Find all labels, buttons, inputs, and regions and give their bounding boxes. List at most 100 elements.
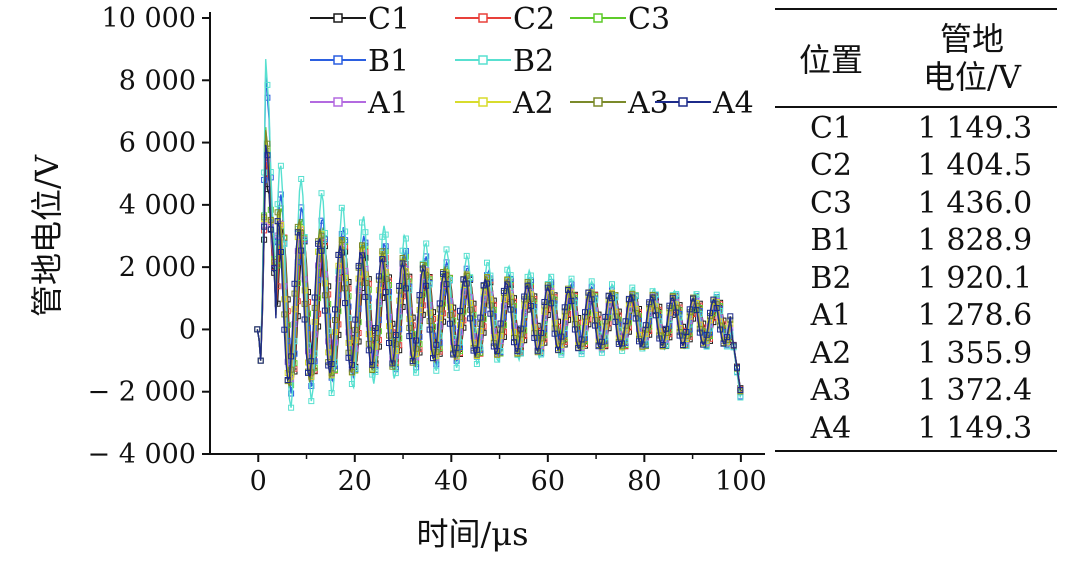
series-point-A4 <box>365 347 372 354</box>
x-tick-label: 0 <box>250 466 267 497</box>
series-point-A4 <box>592 322 599 329</box>
series-point-A3 <box>277 228 284 235</box>
legend-label: A4 <box>712 86 754 121</box>
series-point-A4 <box>514 348 521 355</box>
series-point-B2 <box>277 162 284 169</box>
series-point-A4 <box>379 256 386 263</box>
series-point-A4 <box>575 345 582 352</box>
series-point-A3 <box>348 369 355 376</box>
series-point-A4 <box>558 333 565 340</box>
cell-value: 1 149.3 <box>917 110 1033 146</box>
series-point-A4 <box>426 326 433 333</box>
series-point-A3 <box>318 232 325 239</box>
legend-label: C3 <box>628 2 670 37</box>
series-point-A3 <box>382 276 389 283</box>
series-point-A4 <box>274 218 281 225</box>
series-point-A4 <box>352 316 359 323</box>
series-point-A4 <box>602 313 609 320</box>
x-tick-label: 20 <box>338 466 372 497</box>
series-point-A4 <box>450 351 457 358</box>
series-point-A4 <box>555 346 561 353</box>
series-point-A4 <box>375 273 382 280</box>
series-point-B2 <box>372 368 379 375</box>
series-point-A4 <box>690 295 697 302</box>
series-point-A4 <box>629 294 636 301</box>
legend-marker <box>333 55 343 65</box>
series-point-A4 <box>615 340 622 347</box>
series-point-B2 <box>392 370 399 377</box>
series-point-A4 <box>294 229 301 236</box>
series-point-A4 <box>527 303 534 310</box>
legend-item-A1: A1 <box>310 86 409 121</box>
legend-label: B2 <box>513 44 554 79</box>
series-point-A4 <box>656 335 663 342</box>
x-tick-label: 80 <box>627 466 661 497</box>
series-point-A4 <box>734 364 740 371</box>
series-point-A4 <box>436 300 443 307</box>
series-point-A4 <box>700 341 707 348</box>
series-point-A4 <box>652 312 659 319</box>
legend-item-C1: C1 <box>310 2 410 37</box>
series-point-B2 <box>399 247 406 254</box>
series-point-A4 <box>612 318 619 325</box>
table-row: A4 1 149.3 <box>775 410 1057 448</box>
series-point-B2 <box>737 394 744 401</box>
series-point-A4 <box>710 296 717 303</box>
series-point-A4 <box>419 265 426 272</box>
legend-label: A2 <box>512 86 554 121</box>
series-point-A4 <box>713 305 720 311</box>
header-position: 位置 <box>798 41 863 79</box>
legend-item-A2: A2 <box>455 86 554 121</box>
series-point-A4 <box>524 282 531 289</box>
series-point-A4 <box>396 283 403 289</box>
series-point-A4 <box>271 265 278 272</box>
header-value: 管地 电位/V <box>887 20 1057 96</box>
series-point-A4 <box>257 357 264 364</box>
line-chart: 10 000 8 000 6 000 4 000 2 000 0 − 2 000 − 4 00… <box>28 2 767 553</box>
series-point-A4 <box>632 315 639 322</box>
legend-item-C3: C3 <box>570 2 670 37</box>
series-point-A4 <box>433 341 440 348</box>
series-point-B2 <box>558 351 565 358</box>
series-point-A4 <box>399 260 406 267</box>
series-point-B2 <box>274 201 281 208</box>
series-point-B2 <box>318 190 325 197</box>
cell-value: 1 920.1 <box>917 260 1033 296</box>
y-tick-label: 6 000 <box>119 128 196 159</box>
legend-marker <box>478 97 488 107</box>
series-point-A3 <box>264 140 271 147</box>
series-point-A4 <box>639 341 646 348</box>
table-row: C1 1 149.3 <box>775 110 1057 148</box>
table-row: A1 1 278.6 <box>775 297 1057 335</box>
series-point-A3 <box>443 272 450 279</box>
series-point-B2 <box>588 278 595 285</box>
y-tick-label: 8 000 <box>119 65 196 96</box>
table-row: C3 1 436.0 <box>775 185 1057 223</box>
series-point-B2 <box>507 272 514 279</box>
series-point-A4 <box>707 309 713 316</box>
series-point-A4 <box>659 342 666 348</box>
legend-item-B2: B2 <box>455 44 554 79</box>
series-point-A4 <box>686 306 693 313</box>
x-tick-label: 60 <box>531 466 565 497</box>
series-point-A4 <box>338 249 345 256</box>
series-point-A4 <box>305 369 311 376</box>
series-point-A4 <box>362 293 369 300</box>
series-point-A4 <box>443 281 450 288</box>
series-point-B2 <box>338 204 345 211</box>
cell-value: 1 149.3 <box>917 410 1033 446</box>
legend-marker <box>333 97 343 107</box>
cell-value: 1 404.5 <box>917 148 1033 184</box>
legend-label: B1 <box>368 44 409 79</box>
series-point-A4 <box>585 289 592 296</box>
y-tick-label: − 4 000 <box>87 439 196 470</box>
series-point-A4 <box>521 293 528 300</box>
legend-marker <box>333 13 343 23</box>
series-point-A3 <box>308 369 315 376</box>
legend-item-A3: A3 <box>570 86 669 121</box>
series-point-A4 <box>730 342 737 349</box>
series-point-A4 <box>301 316 308 323</box>
series-point-B1 <box>402 248 409 254</box>
series-point-A4 <box>446 320 453 327</box>
cell-value: 1 372.4 <box>917 373 1033 409</box>
